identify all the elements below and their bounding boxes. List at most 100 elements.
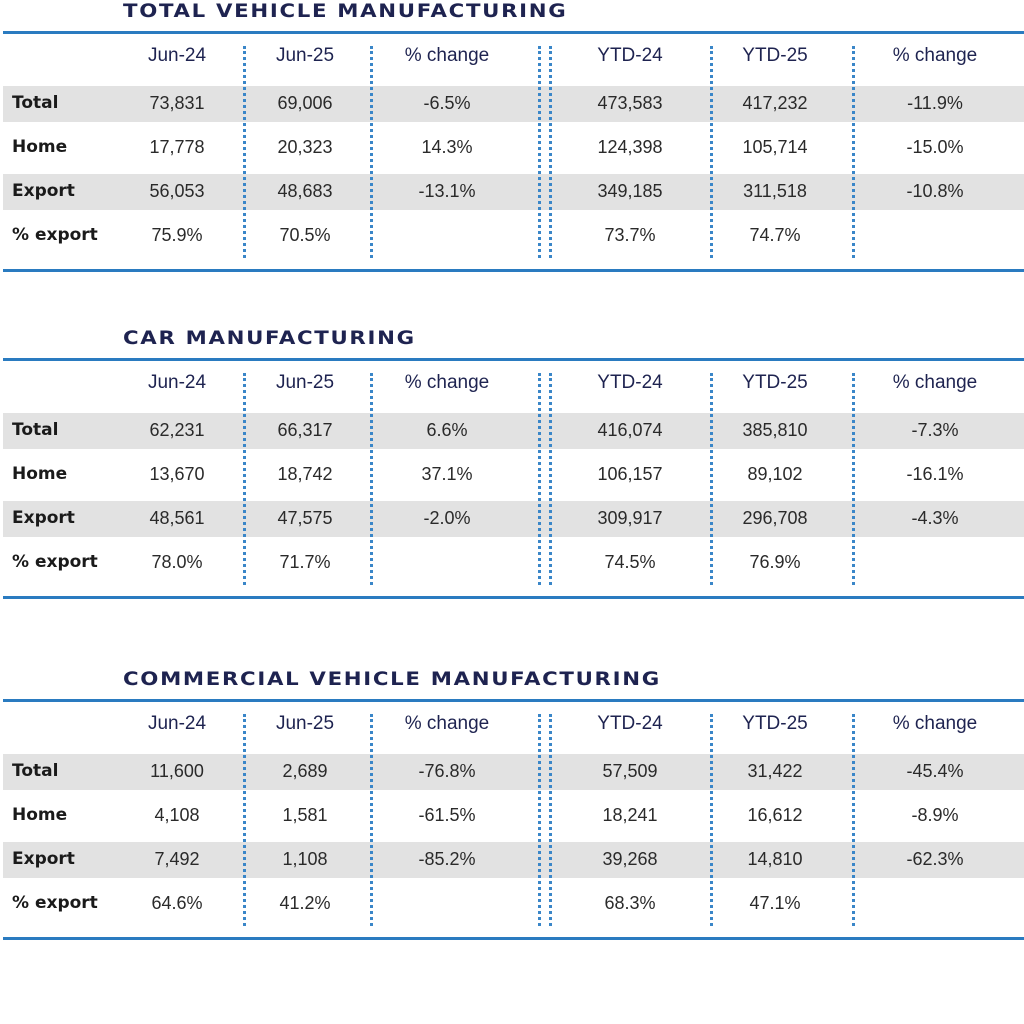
row-label: % export — [12, 225, 98, 245]
table-cell: -13.1% — [418, 181, 476, 201]
table-cell: -16.1% — [906, 464, 964, 484]
table-cell: 37.1% — [421, 464, 473, 484]
table-cell: 78.0% — [151, 552, 203, 572]
table-cell: 2,689 — [282, 761, 328, 781]
row-label: Total — [12, 420, 59, 440]
column-divider — [243, 46, 246, 258]
top-rule — [3, 31, 1024, 34]
column-divider — [710, 373, 713, 585]
table-cell: 416,074 — [597, 420, 663, 440]
table-cell: 75.9% — [151, 225, 203, 245]
table-cell: 1,108 — [282, 849, 328, 869]
table-cell: 48,683 — [277, 181, 333, 201]
table-cell: 74.5% — [604, 552, 656, 572]
table-cell: 105,714 — [742, 137, 808, 157]
table-cell: -11.9% — [907, 93, 963, 113]
column-divider — [243, 714, 246, 926]
table-cell: 106,157 — [597, 464, 663, 484]
column-divider — [538, 373, 541, 585]
table-cell: -10.8% — [906, 181, 964, 201]
column-divider — [710, 714, 713, 926]
column-header: % change — [892, 713, 978, 734]
column-divider — [549, 714, 552, 926]
table-cell: 4,108 — [154, 805, 200, 825]
column-divider — [852, 714, 855, 926]
bottom-rule — [3, 596, 1024, 599]
table-cell: 16,612 — [747, 805, 803, 825]
table-cell: 14.3% — [421, 137, 473, 157]
table-cell: 417,232 — [742, 93, 808, 113]
table-cell: 124,398 — [597, 137, 663, 157]
top-rule — [3, 358, 1024, 361]
table-cell: 39,268 — [602, 849, 658, 869]
table-cell: 62,231 — [149, 420, 205, 440]
table-cell: 47,575 — [277, 508, 333, 528]
column-header: Jun-25 — [275, 372, 335, 393]
column-divider — [243, 373, 246, 585]
table-cell: -2.0% — [423, 508, 471, 528]
table-cell: 14,810 — [747, 849, 803, 869]
column-header: % change — [404, 713, 490, 734]
column-divider — [370, 373, 373, 585]
table-cell: 68.3% — [604, 893, 656, 913]
table-cell: 13,670 — [149, 464, 205, 484]
column-divider — [710, 46, 713, 258]
table-cell: 31,422 — [747, 761, 803, 781]
table-section: CAR MANUFACTURING Jun-24 Jun-25 % change YTD… — [0, 327, 1024, 607]
table-cell: 47.1% — [749, 893, 801, 913]
table-section: COMMERCIAL VEHICLE MANUFACTURING Jun-24 Ju… — [0, 668, 1024, 948]
column-header: % change — [892, 372, 978, 393]
row-label: Total — [12, 761, 59, 781]
table-cell: 7,492 — [154, 849, 200, 869]
column-divider — [549, 46, 552, 258]
table-cell: 73.7% — [604, 225, 656, 245]
table-cell: 6.6% — [426, 420, 468, 440]
table-cell: 11,600 — [150, 761, 204, 781]
table-cell: 296,708 — [742, 508, 808, 528]
row-label: Export — [12, 849, 75, 869]
table-cell: -8.9% — [911, 805, 959, 825]
table-cell: 385,810 — [742, 420, 808, 440]
table-cell: 18,742 — [277, 464, 333, 484]
column-header: % change — [892, 45, 978, 66]
table-cell: -61.5% — [418, 805, 476, 825]
column-divider — [852, 373, 855, 585]
table-section: TOTAL VEHICLE MANUFACTURING Jun-24 Jun-25%… — [0, 0, 1024, 280]
table-cell: 1,581 — [282, 805, 328, 825]
column-header: YTD-24 — [597, 45, 663, 66]
table-cell: 309,917 — [597, 508, 663, 528]
column-header: Jun-24 — [147, 372, 207, 393]
column-header: YTD-25 — [742, 713, 808, 734]
table-cell: 473,583 — [597, 93, 663, 113]
table-cell: 56,053 — [149, 181, 205, 201]
table-cell: 48,561 — [149, 508, 205, 528]
table-cell — [865, 891, 1005, 915]
column-header: YTD-25 — [742, 372, 808, 393]
table-cell: -85.2% — [418, 849, 476, 869]
bottom-rule — [3, 937, 1024, 940]
column-header: YTD-24 — [597, 713, 663, 734]
column-divider — [538, 46, 541, 258]
column-divider — [370, 46, 373, 258]
table-cell: 20,323 — [277, 137, 333, 157]
row-label: % export — [12, 552, 98, 572]
column-divider — [549, 373, 552, 585]
table-cell: 70.5% — [279, 225, 331, 245]
table-cell: 74.7% — [749, 225, 801, 245]
row-label: Home — [12, 137, 68, 157]
row-label: Export — [12, 508, 75, 528]
table-cell — [865, 223, 1005, 247]
table-cell: 76.9% — [749, 552, 801, 572]
row-label: Home — [12, 464, 68, 484]
column-divider — [852, 46, 855, 258]
table-cell: 64.6% — [151, 893, 203, 913]
table-cell: -15.0% — [906, 137, 964, 157]
table-cell: 71.7% — [279, 552, 331, 572]
table-cell: 73,831 — [149, 93, 205, 113]
row-label: Home — [12, 805, 68, 825]
column-header: Jun-24 — [147, 45, 207, 66]
column-header: Jun-25 — [275, 45, 335, 66]
table-cell: 17,778 — [149, 137, 205, 157]
column-divider — [538, 714, 541, 926]
column-header: Jun-25 — [275, 713, 335, 734]
